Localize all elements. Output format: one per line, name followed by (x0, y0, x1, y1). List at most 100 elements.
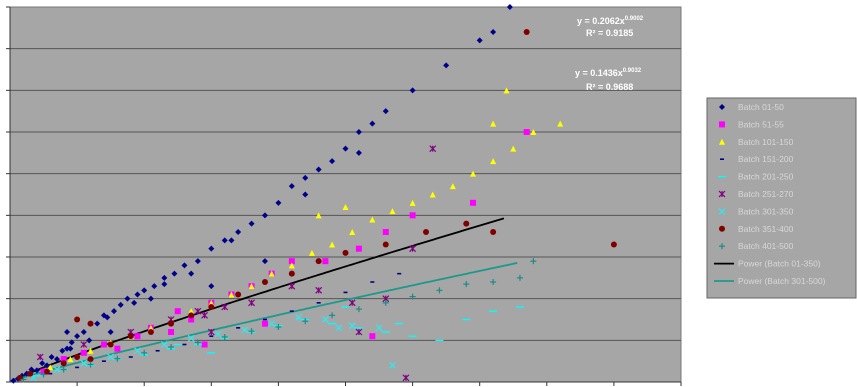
data-point (86, 337, 93, 344)
data-point (335, 324, 343, 332)
data-point (322, 258, 329, 265)
data-point (53, 356, 60, 363)
data-point (261, 320, 268, 327)
data-point (490, 229, 497, 235)
data-point (214, 330, 222, 338)
data-point (141, 349, 148, 356)
data-point (302, 318, 309, 325)
data-point (389, 361, 396, 369)
legend-item: Batch 201-250 (718, 172, 794, 182)
data-point (80, 359, 88, 367)
data-point (60, 360, 67, 367)
data-point (409, 293, 416, 300)
data-point (355, 306, 362, 313)
data-point (40, 371, 47, 378)
data-point (188, 316, 195, 323)
data-point (348, 299, 356, 307)
data-point (64, 329, 71, 335)
data-point (429, 145, 437, 153)
legend-item: Power (Batch 301-500) (714, 276, 826, 286)
data-point (443, 62, 450, 69)
data-point (127, 333, 134, 340)
data-point (188, 308, 195, 315)
data-point (369, 333, 376, 340)
data-point (117, 301, 124, 308)
data-point (355, 129, 362, 135)
equation-1-text: y = 0.2062x (577, 16, 625, 26)
data-point (43, 368, 50, 375)
fit-line-1 (10, 217, 505, 383)
legend-label: Batch 351-400 (738, 224, 794, 234)
series-batch-251-270 (36, 145, 437, 382)
data-point (429, 191, 436, 198)
equation-1-r2: R² = 0.9185 (586, 28, 633, 38)
data-point (610, 241, 617, 248)
legend-label: Batch 301-350 (738, 206, 794, 216)
equation-2-exponent: 0.9032 (623, 68, 642, 74)
data-point (490, 29, 497, 35)
data-point (329, 158, 336, 165)
data-point (248, 299, 255, 307)
data-point (53, 366, 61, 373)
data-point (168, 329, 175, 335)
data-point (87, 347, 94, 354)
data-point (275, 199, 282, 206)
data-point (295, 313, 302, 321)
data-point (208, 283, 215, 290)
data-point (94, 320, 101, 327)
data-point (557, 120, 564, 127)
legend-marker (718, 190, 726, 198)
data-point (207, 328, 215, 336)
data-point (67, 356, 74, 363)
data-point (228, 237, 235, 244)
data-point (288, 183, 295, 190)
data-point (449, 183, 456, 190)
legend-marker (719, 104, 725, 110)
series-batch-351-400 (17, 29, 617, 381)
data-point (147, 324, 154, 331)
series-batch-401-500 (20, 258, 537, 383)
legend-label: Power (Batch 301-500) (738, 276, 826, 286)
legend-label: Batch 01-50 (738, 102, 784, 112)
data-point (315, 286, 323, 294)
data-point (241, 326, 249, 334)
data-point (315, 166, 322, 173)
data-point (423, 229, 430, 235)
data-point (523, 129, 530, 135)
data-point (27, 370, 34, 377)
data-point (409, 212, 416, 219)
data-point (20, 376, 27, 383)
data-point (348, 322, 356, 330)
data-point (80, 329, 87, 335)
data-point (80, 349, 87, 356)
data-point (248, 220, 255, 227)
legend-label: Batch 51-55 (738, 119, 784, 129)
legend-label: Batch 251-270 (738, 189, 794, 199)
legend-marker (719, 138, 725, 145)
data-point (208, 299, 215, 306)
data-point (100, 341, 107, 348)
data-point (134, 347, 141, 355)
data-point (530, 258, 537, 265)
legend-label: Power (Batch 01-350) (738, 259, 821, 269)
data-point (134, 333, 141, 340)
data-point (409, 87, 416, 94)
data-point (74, 354, 81, 360)
data-point (114, 345, 121, 352)
equation-1-exponent: 0.9002 (625, 16, 644, 22)
data-point (39, 360, 46, 367)
data-point (87, 361, 94, 368)
data-point (221, 303, 229, 311)
data-point (463, 220, 470, 227)
legend-item: Batch 151-200 (720, 154, 794, 164)
svg-text:y = 0.1436x0.9032: y = 0.1436x0.9032 (575, 68, 642, 78)
data-point (436, 287, 443, 294)
legend-marker (719, 121, 725, 128)
data-point (87, 356, 94, 363)
data-point (355, 149, 362, 156)
fit-lines (10, 217, 518, 383)
data-point (60, 356, 67, 363)
data-point (261, 258, 268, 265)
data-point (168, 320, 175, 327)
